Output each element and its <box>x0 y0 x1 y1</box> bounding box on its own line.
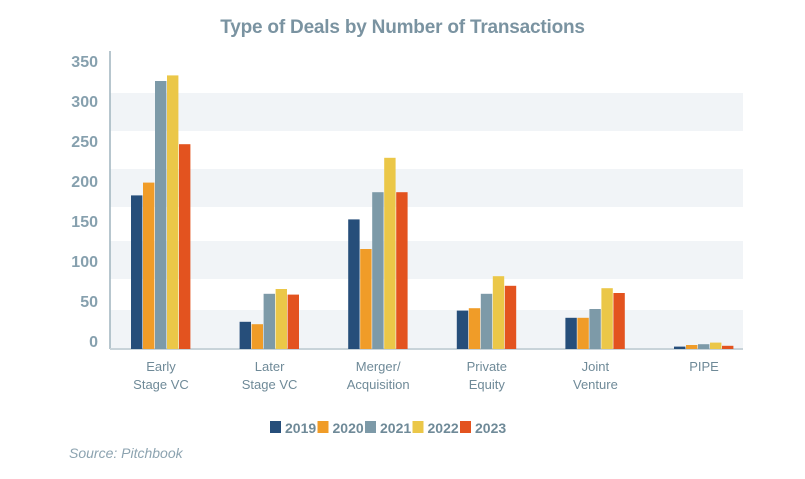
bar-2021-0 <box>155 81 167 349</box>
bar-2019-3 <box>456 310 469 349</box>
grid-band <box>110 310 743 349</box>
bar-2023-2 <box>396 192 408 349</box>
y-tick-label: 200 <box>71 174 98 191</box>
category-label: Stage VC <box>242 377 298 392</box>
bar-2021-4 <box>589 309 601 349</box>
legend-label: 2021 <box>380 420 411 436</box>
bar-2021-1 <box>263 293 275 349</box>
chart-title: Type of Deals by Number of Transactions <box>220 17 585 38</box>
category-label: Venture <box>573 377 618 392</box>
category-label: Private <box>467 359 507 374</box>
category-label: PIPE <box>689 359 719 374</box>
category-label: Joint <box>582 359 610 374</box>
legend-swatch-2020 <box>317 421 329 433</box>
legend-label: 2019 <box>285 420 316 436</box>
bar-2021-2 <box>372 192 384 349</box>
bar-2019-1 <box>239 321 251 349</box>
y-tick-label: 300 <box>71 94 98 111</box>
bar-2023-4 <box>613 293 625 349</box>
bar-2019-2 <box>348 219 360 349</box>
y-tick-label: 50 <box>80 294 98 311</box>
bar-2021-3 <box>480 293 493 349</box>
bar-2020-5 <box>686 345 698 349</box>
bar-2022-2 <box>384 157 396 349</box>
grid-band <box>110 169 743 207</box>
bar-2020-1 <box>251 324 263 349</box>
grid-band <box>110 241 743 279</box>
y-tick-label: 100 <box>71 254 98 271</box>
y-tick-label: 150 <box>71 214 98 231</box>
category-label: Later <box>255 359 285 374</box>
legend-label: 2023 <box>475 420 506 436</box>
category-label: Stage VC <box>133 377 189 392</box>
bar-2021-5 <box>698 344 710 349</box>
category-label: Equity <box>469 377 506 392</box>
bar-2019-4 <box>565 317 577 349</box>
legend-swatch-2019 <box>270 421 281 433</box>
y-tick-label: 350 <box>71 54 98 71</box>
bar-2023-3 <box>504 285 517 349</box>
bar-2020-0 <box>143 182 155 349</box>
bar-2020-3 <box>468 308 481 349</box>
y-tick-label: 0 <box>89 334 98 351</box>
bar-2023-5 <box>722 345 734 349</box>
grid-band <box>110 93 743 131</box>
legend-swatch-2022 <box>412 421 424 433</box>
legend-label: 2022 <box>428 420 459 436</box>
bar-2019-0 <box>131 195 143 349</box>
bar-2020-4 <box>577 317 589 349</box>
legend-swatch-2023 <box>460 421 471 433</box>
bar-2022-1 <box>275 289 287 349</box>
legend-swatch-2021 <box>365 421 376 433</box>
legend-label: 2020 <box>333 420 364 436</box>
category-label: Merger/ <box>356 359 401 374</box>
source-note: Source: Pitchbook <box>69 445 183 461</box>
bar-2020-2 <box>360 249 372 349</box>
bar-2022-5 <box>710 342 722 349</box>
bar-2022-4 <box>601 288 613 349</box>
bar-2023-1 <box>287 294 299 349</box>
category-label: Early <box>146 359 176 374</box>
bar-2022-0 <box>167 75 179 350</box>
y-tick-label: 250 <box>71 134 98 151</box>
bar-2022-3 <box>492 276 505 349</box>
bar-2019-5 <box>674 346 686 349</box>
bar-2023-0 <box>179 144 191 349</box>
category-label: Acquisition <box>347 377 410 392</box>
